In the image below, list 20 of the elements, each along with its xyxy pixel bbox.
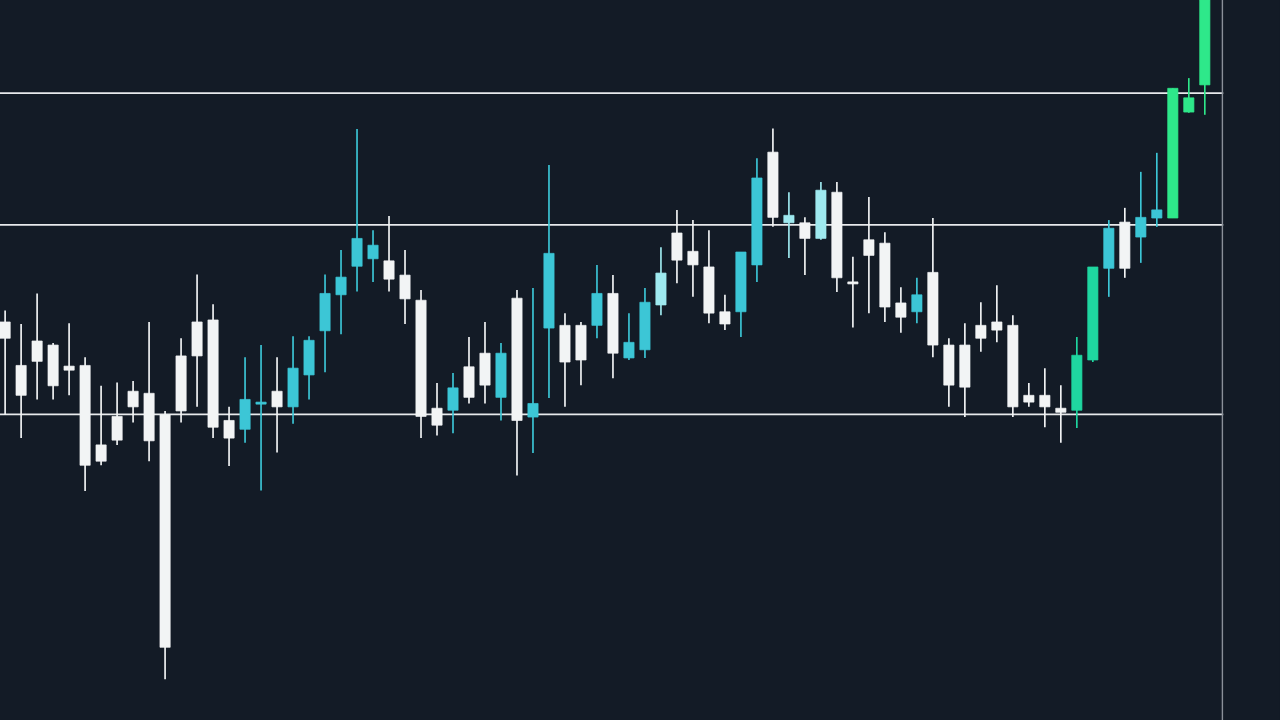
candlestick (367, 229, 379, 283)
candlestick (527, 287, 539, 454)
candlestick (719, 293, 731, 331)
candlestick (399, 249, 411, 325)
candlestick (255, 344, 267, 492)
candlestick (975, 301, 987, 353)
candlestick (447, 372, 459, 435)
candlestick (991, 284, 1003, 344)
candlestick (31, 292, 43, 401)
candlestick (911, 276, 923, 325)
candlestick (783, 191, 795, 259)
candlestick (1023, 382, 1035, 408)
candlestick (1151, 151, 1163, 228)
candlestick (847, 255, 859, 329)
candlestick (1183, 77, 1195, 114)
candlestick (895, 286, 907, 334)
candlestick (63, 322, 75, 397)
candlestick (1135, 171, 1147, 264)
candlestick (623, 312, 635, 361)
candlestick (335, 249, 347, 336)
